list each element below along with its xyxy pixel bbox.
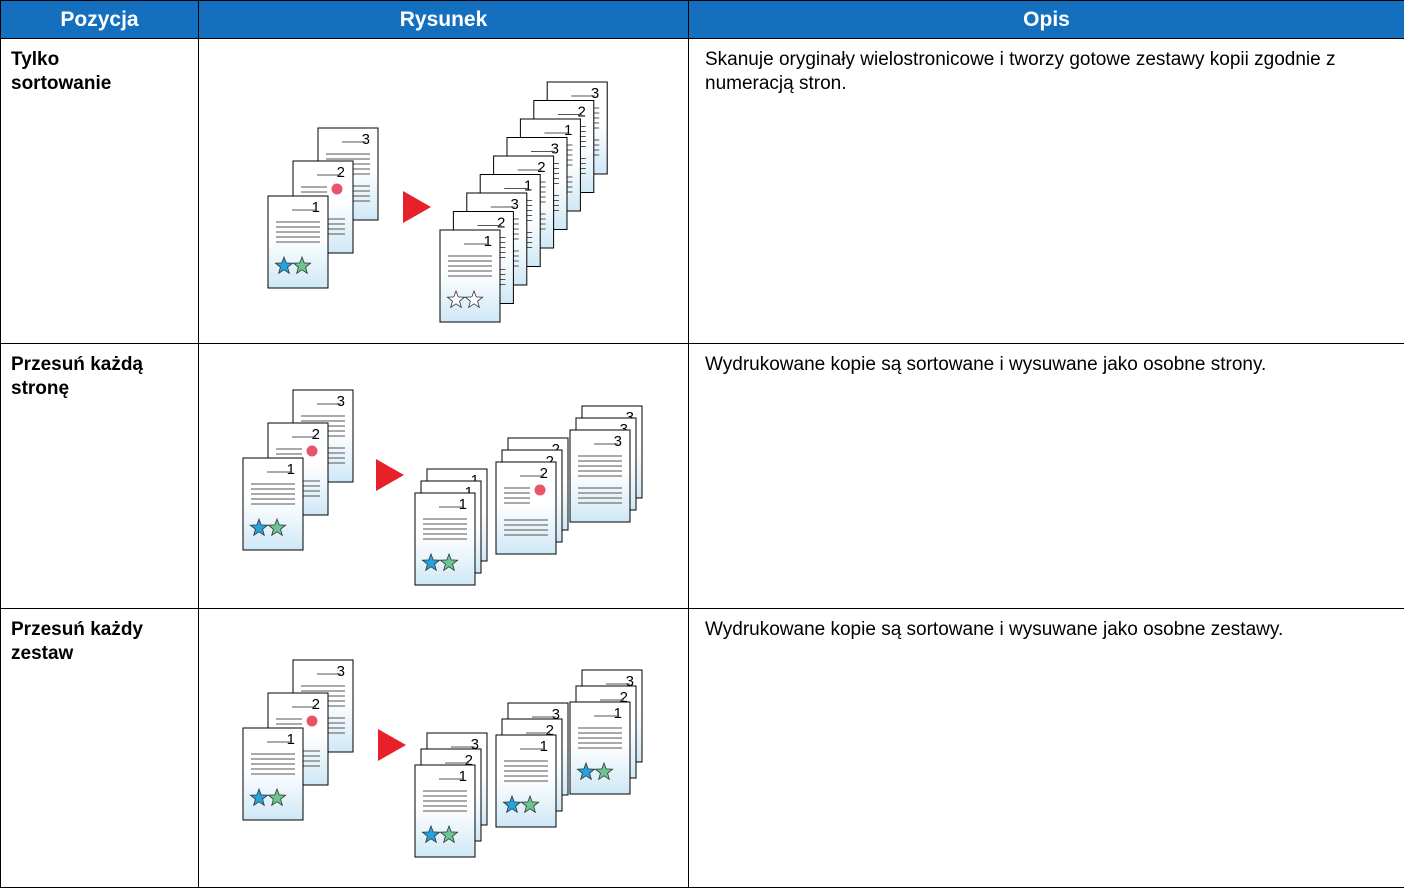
page-number: 3 [510, 196, 518, 213]
page-number: 2 [497, 215, 505, 232]
page-number: 3 [337, 393, 345, 410]
red-dot [535, 485, 546, 496]
page-number: 3 [362, 131, 370, 148]
page-icon: 1 [570, 702, 630, 794]
page-icon: 2 [496, 462, 556, 554]
red-dot [332, 184, 343, 195]
page-number: 3 [337, 663, 345, 680]
page-icon: 1 [268, 196, 328, 288]
page-icon: 3 [570, 430, 630, 522]
page-icon: 1 [243, 728, 303, 820]
page-number: 1 [564, 122, 572, 139]
page-number: 1 [459, 496, 467, 513]
red-dot [307, 446, 318, 457]
red-dot [307, 716, 318, 727]
page-number: 1 [459, 768, 467, 785]
page-number: 3 [614, 433, 622, 450]
page-number: 1 [540, 738, 548, 755]
arrow [376, 459, 404, 491]
page-number: 3 [591, 85, 599, 102]
page-icon: 1 [440, 230, 500, 322]
page-icon: 1 [415, 765, 475, 857]
page-number: 1 [484, 233, 492, 250]
arrow [403, 191, 431, 223]
page-number: 2 [540, 465, 548, 482]
page-number: 2 [312, 696, 320, 713]
page-icon: 1 [496, 735, 556, 827]
page-number: 1 [614, 705, 622, 722]
page-number: 2 [577, 104, 585, 121]
arrow [378, 729, 406, 761]
page-icon: 1 [243, 458, 303, 550]
page-number: 2 [537, 159, 545, 176]
page-number: 1 [524, 178, 532, 195]
page-number: 2 [312, 426, 320, 443]
page-number: 1 [287, 461, 295, 478]
page-number: 2 [337, 164, 345, 181]
page-icon: 1 [415, 493, 475, 585]
page-number: 1 [287, 731, 295, 748]
page-number: 3 [551, 141, 559, 158]
page-number: 1 [312, 199, 320, 216]
